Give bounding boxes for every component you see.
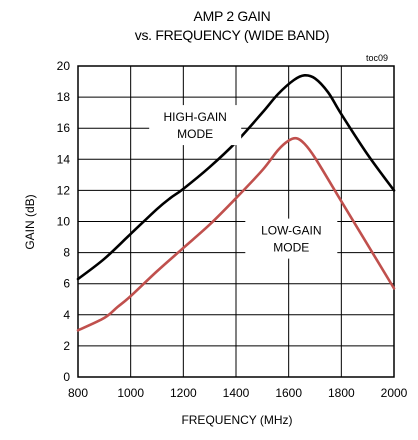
x-tick-label: 1800 <box>328 386 355 400</box>
y-tick-label: 4 <box>63 308 70 322</box>
chart-title-line-2: vs. FREQUENCY (WIDE BAND) <box>135 27 329 43</box>
corner-note: toc09 <box>366 53 388 63</box>
series-line-high-gain <box>76 73 396 281</box>
x-axis-label: FREQUENCY (MHz) <box>181 413 292 427</box>
y-tick-label: 6 <box>63 277 70 291</box>
plot-frame <box>77 65 395 378</box>
x-tick-label: 2000 <box>381 386 408 400</box>
annotation-high-gain-mode: HIGH-GAIN <box>164 110 227 124</box>
y-tick-label: 8 <box>63 246 70 260</box>
x-tick-label: 1600 <box>275 386 302 400</box>
grid <box>77 65 395 378</box>
x-tick-label: 1400 <box>223 386 250 400</box>
tick-labels: 800 1000 1200 1400 1600 1800 2000 0 2 4 6 8 10 12 14 16… <box>57 59 408 400</box>
y-tick-label: 16 <box>57 121 71 135</box>
x-tick-label: 800 <box>68 386 88 400</box>
annotation-low-gain-mode: MODE <box>273 241 309 255</box>
y-tick-label: 2 <box>63 339 70 353</box>
y-tick-label: 12 <box>57 183 71 197</box>
y-tick-label: 0 <box>63 370 70 384</box>
y-tick-label: 18 <box>57 90 71 104</box>
annotation-high-gain-mode: MODE <box>177 127 213 141</box>
series-layer <box>76 73 396 332</box>
chart-title-line-1: AMP 2 GAIN <box>194 8 271 24</box>
y-axis-label: GAIN (dB) <box>23 194 37 249</box>
annotation-low-gain-mode: LOW-GAIN <box>261 224 321 238</box>
x-tick-label: 1200 <box>170 386 197 400</box>
annotation-background <box>245 218 338 259</box>
y-tick-label: 20 <box>57 59 71 73</box>
y-tick-label: 10 <box>57 215 71 229</box>
annotation-background <box>149 105 242 146</box>
annotations: HIGH-GAIN MODE LOW-GAIN MODE <box>149 105 338 259</box>
x-tick-label: 1000 <box>117 386 144 400</box>
series-line-low-gain <box>76 136 396 332</box>
y-tick-label: 14 <box>57 152 71 166</box>
